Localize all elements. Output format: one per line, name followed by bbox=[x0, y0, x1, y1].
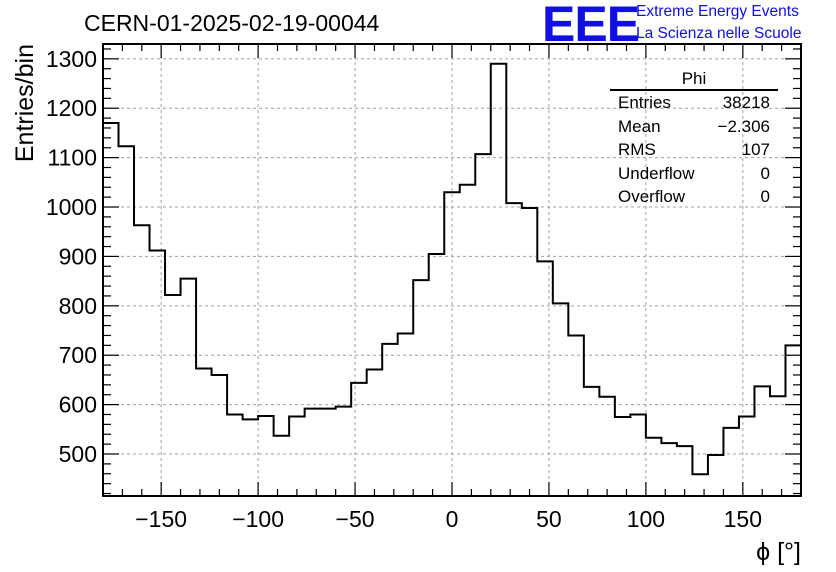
stats-label: Overflow bbox=[618, 187, 686, 206]
stats-row-mean: Mean −2.306 bbox=[610, 115, 778, 139]
y-tick-label: 1100 bbox=[48, 145, 97, 171]
stats-box: Phi Entries 38218 Mean −2.306 RMS 107 Un… bbox=[610, 68, 778, 209]
stats-label: Underflow bbox=[618, 163, 695, 183]
stats-box-title: Phi bbox=[610, 68, 778, 91]
stats-row-underflow: Underflow 0 bbox=[610, 162, 778, 186]
histogram-bin bbox=[537, 261, 553, 496]
y-tick-label: 700 bbox=[59, 342, 97, 368]
y-tick-label: 1300 bbox=[46, 46, 97, 72]
histogram-bin bbox=[398, 333, 414, 496]
histogram-bin bbox=[429, 254, 445, 496]
histogram-bin bbox=[491, 64, 507, 496]
x-tick-label: 100 bbox=[627, 506, 665, 532]
stats-label: Mean bbox=[618, 116, 661, 136]
y-tick-label: 800 bbox=[59, 293, 97, 319]
stats-value: 0 bbox=[760, 163, 770, 183]
histogram-bin bbox=[119, 146, 135, 496]
histogram-bin bbox=[289, 416, 305, 496]
stats-row-entries: Entries 38218 bbox=[610, 91, 778, 115]
histogram-bin bbox=[305, 409, 321, 496]
histogram-bin bbox=[677, 446, 693, 496]
histogram-bin bbox=[553, 303, 569, 496]
histogram-bin bbox=[475, 154, 491, 496]
logo-line-2: La Scienza nelle Scuole bbox=[636, 25, 802, 42]
histogram-bin bbox=[754, 386, 770, 496]
histogram-bin bbox=[460, 185, 476, 496]
stats-value: 107 bbox=[741, 140, 770, 159]
histogram-bin bbox=[723, 428, 739, 496]
logo-line-1: Extreme Energy Events bbox=[636, 3, 799, 20]
histogram-bin bbox=[196, 369, 212, 496]
y-tick-label: 1000 bbox=[46, 194, 97, 220]
x-axis-label: ϕ [°] bbox=[756, 538, 801, 566]
x-tick-label: −150 bbox=[135, 506, 187, 532]
stats-label: Entries bbox=[618, 93, 671, 112]
histogram-bin bbox=[615, 417, 631, 496]
histogram-bin bbox=[692, 474, 708, 496]
histogram-outline bbox=[102, 62, 801, 496]
histogram-bin bbox=[274, 436, 290, 496]
x-tick-label: 0 bbox=[446, 506, 459, 532]
histogram-bin bbox=[320, 409, 336, 496]
run-title: CERN-01-2025-02-19-00044 bbox=[84, 10, 380, 36]
histogram-bin bbox=[243, 419, 259, 496]
histogram-bin bbox=[227, 414, 243, 496]
eee-logo: EEE bbox=[542, 0, 640, 52]
histogram-bin bbox=[336, 407, 352, 496]
histogram-bin bbox=[444, 192, 460, 496]
histogram-bin bbox=[351, 383, 367, 496]
histogram-bin bbox=[584, 387, 600, 496]
y-tick-label: 900 bbox=[59, 243, 97, 269]
histogram-bin bbox=[661, 443, 677, 496]
histogram-bin bbox=[739, 416, 755, 496]
stats-label: RMS bbox=[618, 140, 656, 159]
histogram-bin bbox=[522, 208, 538, 496]
histogram-bin bbox=[413, 280, 429, 496]
stats-value: 0 bbox=[760, 187, 770, 206]
y-tick-label: 500 bbox=[59, 441, 97, 467]
histogram-bin bbox=[382, 344, 398, 496]
stats-row-rms: RMS 107 bbox=[610, 138, 778, 162]
histogram-bin bbox=[708, 455, 724, 496]
y-tick-label: 1200 bbox=[46, 95, 97, 121]
histogram-bin bbox=[568, 335, 584, 496]
x-tick-label: 150 bbox=[724, 506, 762, 532]
histogram-bin bbox=[599, 397, 615, 496]
histogram-bin bbox=[181, 279, 197, 496]
histogram-bin bbox=[770, 396, 786, 496]
x-tick-label: 50 bbox=[536, 506, 562, 532]
y-tick-label: 600 bbox=[59, 392, 97, 418]
histogram-bin bbox=[630, 414, 646, 496]
histogram-bin bbox=[646, 438, 662, 496]
histogram-bin bbox=[150, 250, 166, 496]
stats-value: 38218 bbox=[722, 93, 770, 112]
x-tick-label: −100 bbox=[232, 506, 284, 532]
stats-row-overflow: Overflow 0 bbox=[610, 185, 778, 209]
histogram-bin bbox=[212, 375, 228, 496]
histogram-bin bbox=[103, 123, 119, 496]
histogram-bin bbox=[165, 295, 181, 496]
histogram-bin bbox=[506, 203, 522, 496]
y-axis-label: Entries/bin bbox=[11, 44, 39, 162]
histogram-bin bbox=[258, 416, 274, 496]
stats-value: −2.306 bbox=[717, 116, 770, 136]
histogram-bin bbox=[367, 370, 383, 496]
histogram-bin bbox=[134, 225, 150, 496]
x-tick-label: −50 bbox=[336, 506, 375, 532]
